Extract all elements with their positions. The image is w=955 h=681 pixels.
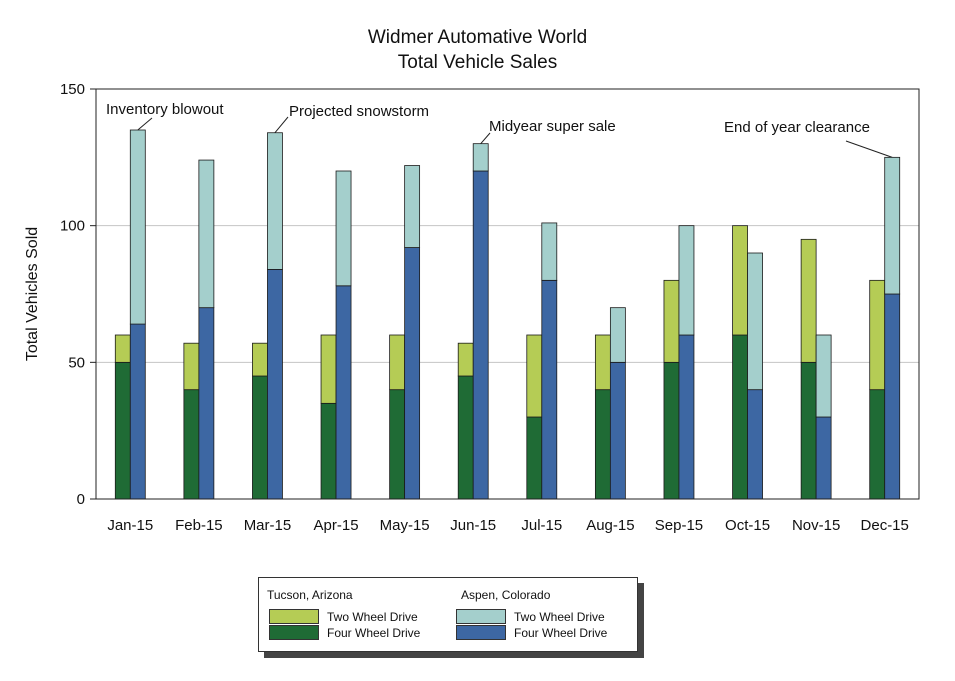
bar-aspen-two-wheel-drive-jun-15 bbox=[472, 143, 489, 172]
bar-tucson-two-wheel-drive-jul-15 bbox=[526, 334, 543, 418]
bar-tucson-two-wheel-drive-aug-15 bbox=[594, 334, 611, 391]
bar-aspen-four-wheel-drive-jan-15 bbox=[129, 323, 146, 500]
x-tick-label-dec-15: Dec-15 bbox=[861, 517, 909, 534]
bar-aspen-four-wheel-drive-aug-15 bbox=[609, 361, 626, 500]
y-tick-label-100: 100 bbox=[60, 218, 85, 235]
x-tick-label-may-15: May-15 bbox=[380, 517, 430, 534]
y-tick-label-0: 0 bbox=[77, 491, 85, 508]
bar-aspen-two-wheel-drive-apr-15 bbox=[335, 170, 352, 287]
bar-aspen-four-wheel-drive-jul-15 bbox=[541, 279, 558, 500]
legend-group-title-tucson: Tucson, Arizona bbox=[267, 588, 353, 602]
legend-group-title-aspen: Aspen, Colorado bbox=[461, 588, 551, 602]
bar-aspen-two-wheel-drive-jul-15 bbox=[541, 222, 558, 281]
bar-aspen-four-wheel-drive-feb-15 bbox=[198, 307, 215, 500]
legend-swatch-tucson-two-wheel bbox=[269, 609, 319, 624]
bar-aspen-two-wheel-drive-nov-15 bbox=[815, 334, 832, 418]
legend-label-tucson-two-wheel: Two Wheel Drive bbox=[327, 609, 418, 624]
annotation-leader-projected-snowstorm bbox=[274, 116, 289, 134]
bar-tucson-four-wheel-drive-apr-15 bbox=[320, 402, 337, 500]
annotation-inventory-blowout: Inventory blowout bbox=[106, 101, 224, 118]
bar-aspen-two-wheel-drive-jan-15 bbox=[129, 129, 146, 325]
bar-aspen-two-wheel-drive-aug-15 bbox=[609, 307, 626, 363]
x-tick-label-nov-15: Nov-15 bbox=[792, 517, 840, 534]
y-axis-label: Total Vehicles Sold bbox=[24, 227, 41, 361]
plot-area bbox=[96, 89, 919, 499]
x-tick-label-jan-15: Jan-15 bbox=[107, 517, 153, 534]
chart-legend: Tucson, Arizona Aspen, Colorado Two Whee… bbox=[258, 577, 638, 652]
plot-frame bbox=[95, 88, 920, 500]
bar-tucson-four-wheel-drive-oct-15 bbox=[732, 334, 748, 500]
bar-tucson-two-wheel-drive-feb-15 bbox=[183, 342, 200, 391]
bar-tucson-four-wheel-drive-jun-15 bbox=[457, 375, 474, 500]
x-tick-label-sep-15: Sep-15 bbox=[655, 517, 703, 534]
annotation-end-of-year-clearance: End of year clearance bbox=[724, 119, 870, 136]
y-tick-label-150: 150 bbox=[60, 81, 85, 98]
bar-tucson-two-wheel-drive-nov-15 bbox=[800, 238, 817, 363]
bar-tucson-two-wheel-drive-oct-15 bbox=[732, 225, 748, 336]
x-tick-label-feb-15: Feb-15 bbox=[175, 517, 223, 534]
chart-title-line-1: Widmer Automative World bbox=[367, 27, 588, 48]
bar-aspen-two-wheel-drive-dec-15 bbox=[884, 156, 901, 295]
x-tick-label-oct-15: Oct-15 bbox=[725, 517, 770, 534]
bar-tucson-four-wheel-drive-jul-15 bbox=[526, 416, 543, 500]
bar-tucson-four-wheel-drive-may-15 bbox=[389, 389, 406, 500]
annotation-leader-end-of-year-clearance bbox=[845, 140, 893, 158]
bar-tucson-four-wheel-drive-nov-15 bbox=[800, 361, 817, 500]
bar-aspen-two-wheel-drive-oct-15 bbox=[747, 252, 763, 391]
bar-tucson-two-wheel-drive-apr-15 bbox=[320, 334, 337, 404]
bar-aspen-four-wheel-drive-may-15 bbox=[404, 247, 421, 500]
annotation-projected-snowstorm: Projected snowstorm bbox=[289, 103, 429, 120]
bar-aspen-two-wheel-drive-sep-15 bbox=[678, 225, 695, 336]
legend-swatch-tucson-four-wheel bbox=[269, 625, 319, 640]
x-tick-label-mar-15: Mar-15 bbox=[244, 517, 292, 534]
bar-tucson-two-wheel-drive-may-15 bbox=[389, 334, 406, 391]
x-tick-label-aug-15: Aug-15 bbox=[586, 517, 634, 534]
bar-aspen-four-wheel-drive-sep-15 bbox=[678, 334, 695, 500]
bar-tucson-two-wheel-drive-jun-15 bbox=[457, 342, 474, 377]
bar-tucson-four-wheel-drive-feb-15 bbox=[183, 389, 200, 500]
x-tick-label-apr-15: Apr-15 bbox=[314, 517, 359, 534]
bar-tucson-four-wheel-drive-mar-15 bbox=[252, 375, 268, 500]
x-tick-label-jun-15: Jun-15 bbox=[450, 517, 496, 534]
bar-aspen-four-wheel-drive-dec-15 bbox=[884, 293, 901, 500]
bar-aspen-two-wheel-drive-mar-15 bbox=[267, 132, 283, 270]
annotation-midyear-super-sale: Midyear super sale bbox=[489, 118, 616, 135]
bar-tucson-four-wheel-drive-aug-15 bbox=[594, 389, 611, 500]
bar-tucson-two-wheel-drive-sep-15 bbox=[663, 279, 680, 363]
legend-label-aspen-four-wheel: Four Wheel Drive bbox=[514, 625, 608, 640]
legend-item-tucson-four-wheel: Four Wheel Drive bbox=[269, 625, 420, 640]
bar-tucson-four-wheel-drive-jan-15 bbox=[114, 361, 131, 500]
bar-aspen-two-wheel-drive-may-15 bbox=[404, 165, 421, 248]
bar-tucson-two-wheel-drive-dec-15 bbox=[869, 279, 886, 391]
legend-label-tucson-four-wheel: Four Wheel Drive bbox=[327, 625, 421, 640]
legend-swatch-aspen-four-wheel bbox=[456, 625, 506, 640]
legend-item-aspen-two-wheel: Two Wheel Drive bbox=[456, 609, 605, 624]
chart-title-line-2: Total Vehicle Sales bbox=[397, 52, 558, 73]
bar-tucson-four-wheel-drive-dec-15 bbox=[869, 389, 886, 500]
bar-aspen-four-wheel-drive-nov-15 bbox=[815, 416, 832, 500]
bar-aspen-two-wheel-drive-feb-15 bbox=[198, 159, 215, 309]
bar-aspen-four-wheel-drive-apr-15 bbox=[335, 285, 352, 500]
y-tick-label-50: 50 bbox=[68, 354, 85, 371]
legend-item-aspen-four-wheel: Four Wheel Drive bbox=[456, 625, 607, 640]
bar-tucson-two-wheel-drive-mar-15 bbox=[252, 342, 268, 377]
bar-tucson-two-wheel-drive-jan-15 bbox=[114, 334, 131, 363]
annotation-leader-midyear-super-sale bbox=[480, 132, 491, 144]
annotation-leader-inventory-blowout bbox=[137, 117, 153, 131]
bar-aspen-four-wheel-drive-mar-15 bbox=[267, 268, 283, 500]
bar-aspen-four-wheel-drive-jun-15 bbox=[472, 170, 489, 500]
legend-item-tucson-two-wheel: Two Wheel Drive bbox=[269, 609, 418, 624]
bar-aspen-four-wheel-drive-oct-15 bbox=[747, 389, 763, 500]
x-tick-label-jul-15: Jul-15 bbox=[521, 517, 562, 534]
bar-tucson-four-wheel-drive-sep-15 bbox=[663, 361, 680, 500]
legend-label-aspen-two-wheel: Two Wheel Drive bbox=[514, 609, 605, 624]
legend-swatch-aspen-two-wheel bbox=[456, 609, 506, 624]
